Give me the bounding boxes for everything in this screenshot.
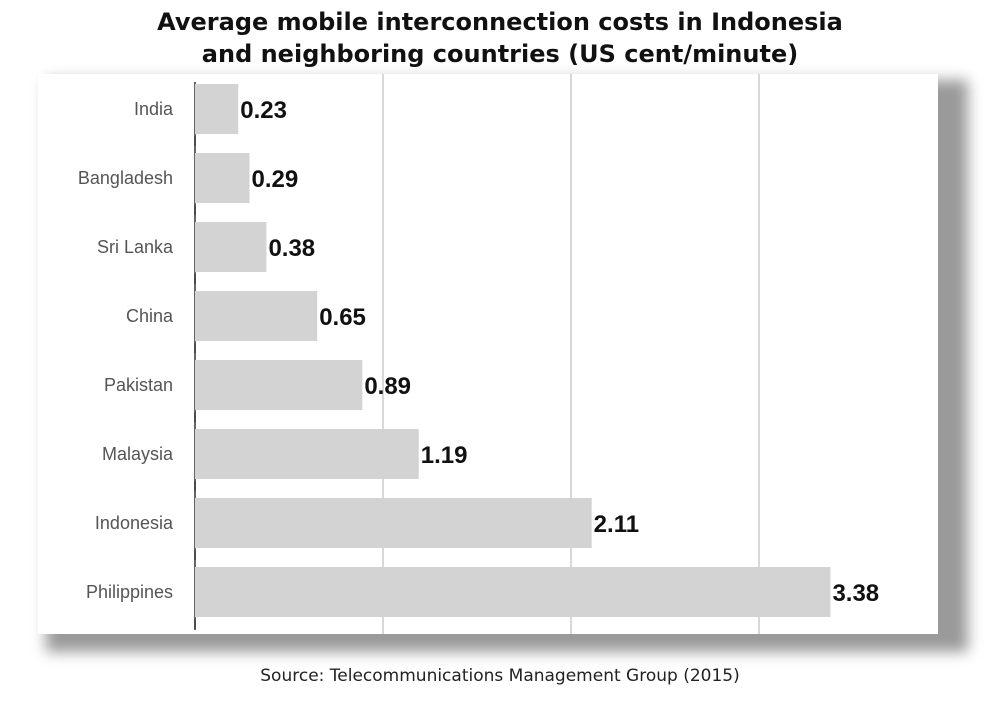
data-label: 0.23 — [240, 97, 287, 124]
chart-title-line-2: and neighboring countries (US cent/minut… — [201, 40, 799, 68]
bar-indonesia — [195, 498, 592, 548]
bar-bangladesh — [195, 153, 250, 203]
category-label: India — [134, 99, 174, 119]
category-label: Pakistan — [104, 375, 173, 395]
category-label: Bangladesh — [78, 168, 173, 188]
bar-malaysia — [195, 429, 419, 479]
data-label: 1.19 — [421, 442, 468, 469]
chart-panel: India 0.23 Bangladesh 0.29 Sri Lanka 0.38 Chin… — [38, 74, 938, 634]
category-label: Sri Lanka — [97, 237, 174, 257]
category-label: Malaysia — [102, 444, 174, 464]
bar-sri-lanka — [195, 222, 267, 272]
bar-china — [195, 291, 318, 341]
source-note: Source: Telecommunications Management Gr… — [260, 666, 740, 686]
data-label: 3.38 — [832, 580, 879, 607]
bar-chart: India 0.23 Bangladesh 0.29 Sri Lanka 0.38 Chin… — [78, 74, 879, 634]
bar-india — [195, 84, 239, 134]
bar-pakistan — [195, 360, 363, 410]
data-label: 2.11 — [594, 511, 639, 538]
data-label: 0.38 — [268, 235, 315, 262]
category-label: China — [126, 306, 174, 326]
category-label: Indonesia — [95, 513, 174, 533]
category-label: Philippines — [86, 582, 173, 602]
data-label: 0.89 — [364, 373, 411, 400]
data-label: 0.65 — [319, 304, 366, 331]
chart-title: Average mobile interconnection costs in … — [0, 6, 1000, 70]
bar-philippines — [195, 567, 831, 617]
data-label: 0.29 — [252, 166, 299, 193]
chart-title-line-1: Average mobile interconnection costs in … — [157, 8, 843, 36]
